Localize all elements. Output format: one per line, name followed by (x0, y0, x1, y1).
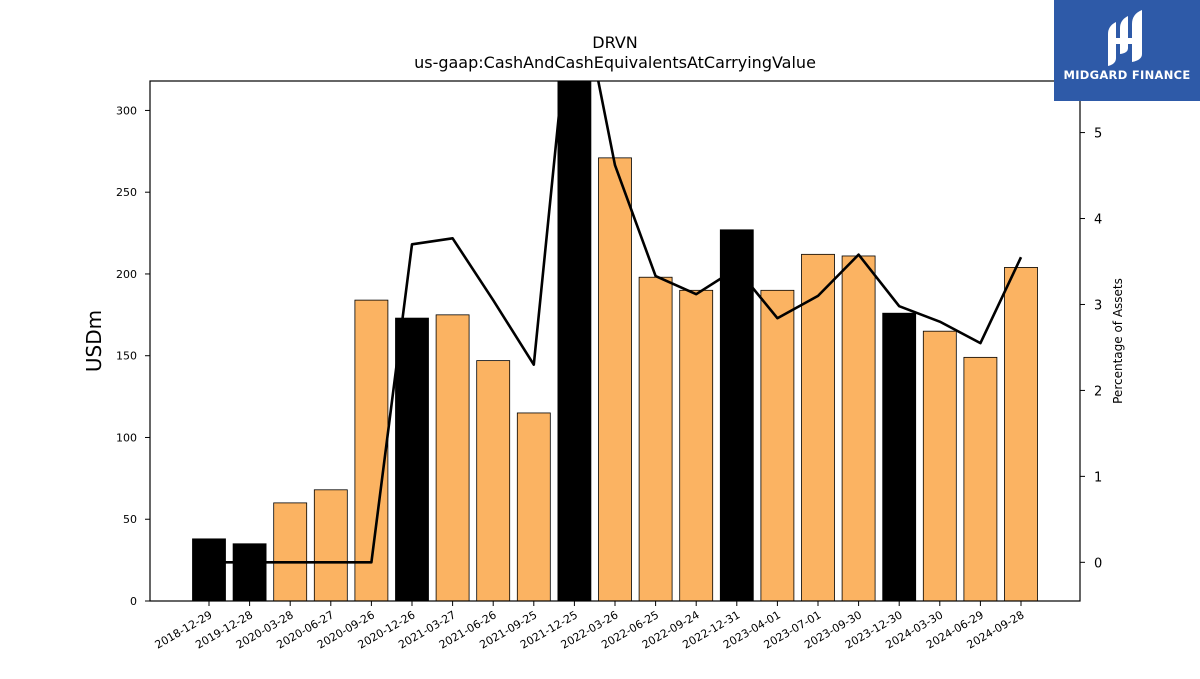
bar (679, 289, 714, 601)
bar (882, 312, 917, 601)
series-line (209, 81, 1023, 564)
bar (313, 489, 348, 601)
bar (841, 255, 876, 601)
bar (719, 229, 754, 601)
y-tick-label: 150 (116, 350, 137, 363)
y2-tick-label: 1 (1094, 470, 1102, 485)
bar (760, 289, 795, 601)
bar (1004, 267, 1038, 601)
bar (801, 253, 835, 601)
bar (476, 360, 511, 601)
y-axis-label: USDm (82, 310, 106, 372)
bar (395, 317, 429, 601)
chart-subtitle: us-gaap:CashAndCashEquivalentsAtCarrying… (414, 53, 816, 72)
bar (273, 502, 308, 601)
y2-tick-label: 3 (1094, 298, 1102, 313)
y-tick-label: 200 (116, 268, 137, 281)
bar (638, 276, 673, 601)
midgard-finance-logo: MIDGARD FINANCE (1054, 0, 1200, 101)
logo-text: MIDGARD FINANCE (1063, 68, 1191, 82)
chart-title: DRVN (592, 33, 637, 52)
bar (963, 356, 998, 601)
y2-tick-label: 2 (1094, 384, 1102, 399)
y2-tick-label: 4 (1094, 213, 1102, 228)
bar (354, 299, 389, 601)
bars-layer (192, 81, 1038, 601)
bar (557, 81, 592, 601)
y-tick-label: 0 (130, 595, 137, 608)
y2-tick-label: 0 (1094, 556, 1102, 571)
bar (192, 538, 226, 601)
bar (598, 157, 632, 601)
bar (516, 412, 551, 601)
y2-axis-label: Percentage of Assets (1111, 278, 1125, 404)
bar (435, 314, 470, 601)
y-tick-label: 250 (116, 186, 137, 199)
line-layer (209, 81, 1023, 564)
y-tick-label: 50 (123, 513, 137, 526)
y-tick-label: 100 (116, 431, 137, 444)
y2-tick-label: 5 (1094, 127, 1102, 142)
midgard-logo-icon (1108, 10, 1142, 66)
bar (922, 330, 957, 601)
bar (232, 543, 267, 601)
y-tick-label: 300 (116, 104, 137, 117)
